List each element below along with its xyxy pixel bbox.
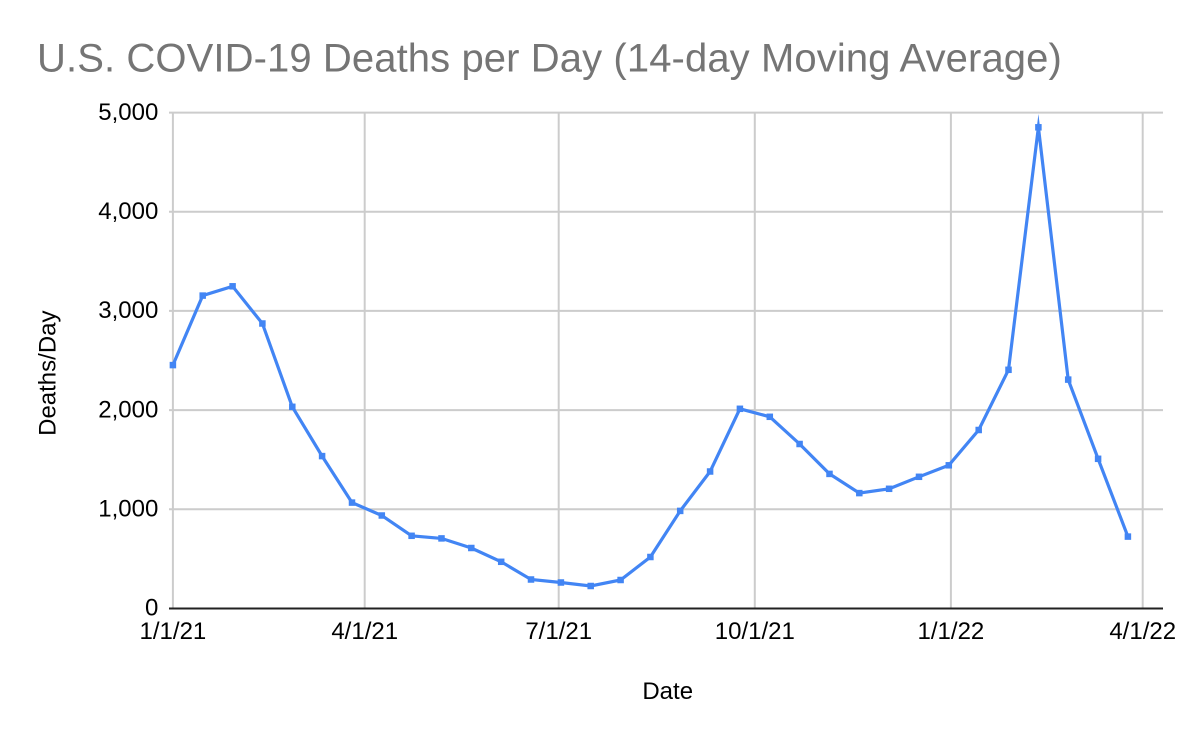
svg-text:1/1/21: 1/1/21 xyxy=(140,618,207,645)
svg-text:Date: Date xyxy=(642,678,693,705)
svg-text:2,000: 2,000 xyxy=(98,396,158,423)
svg-text:5,000: 5,000 xyxy=(98,99,158,126)
svg-text:Deaths/Day: Deaths/Day xyxy=(35,311,62,436)
svg-text:10/1/21: 10/1/21 xyxy=(715,618,795,645)
svg-text:0: 0 xyxy=(145,595,158,622)
svg-text:U.S. COVID-19 Deaths per Day (: U.S. COVID-19 Deaths per Day (14-day Mov… xyxy=(37,37,1062,81)
svg-text:7/1/21: 7/1/21 xyxy=(525,618,592,645)
svg-text:4,000: 4,000 xyxy=(98,198,158,225)
svg-text:3,000: 3,000 xyxy=(98,297,158,324)
svg-text:4/1/21: 4/1/21 xyxy=(331,618,398,645)
svg-text:4/1/22: 4/1/22 xyxy=(1109,618,1176,645)
svg-text:1/1/22: 1/1/22 xyxy=(918,618,985,645)
svg-text:1,000: 1,000 xyxy=(98,496,158,523)
